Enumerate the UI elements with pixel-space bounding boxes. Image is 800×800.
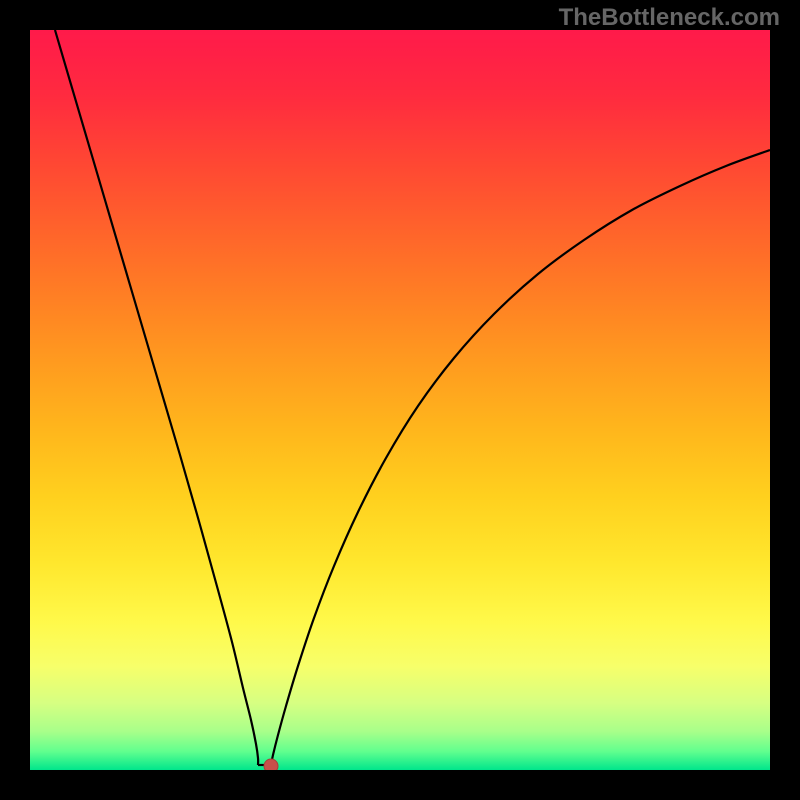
frame-bottom xyxy=(0,770,800,800)
frame-left xyxy=(0,0,30,800)
watermark-source: TheBottleneck.com xyxy=(559,4,780,32)
frame-right xyxy=(770,0,800,800)
gradient-background xyxy=(30,30,770,770)
bottleneck-chart xyxy=(0,0,800,800)
